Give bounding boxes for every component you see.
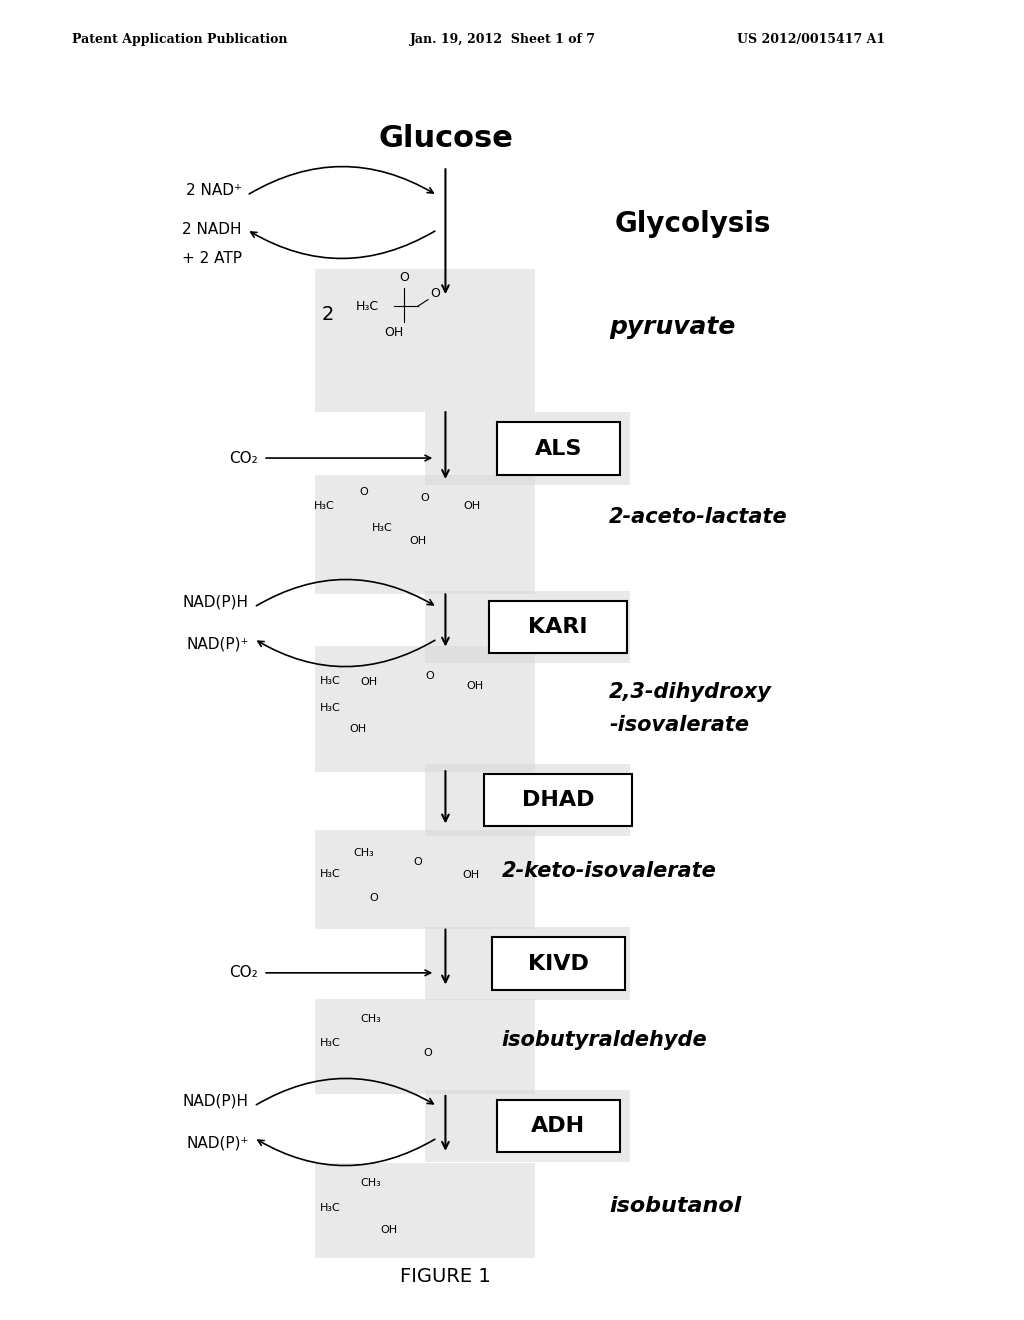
Bar	[484, 774, 633, 826]
Text: O: O	[370, 892, 378, 903]
Text: OH: OH	[360, 677, 378, 688]
Text: O: O	[359, 487, 368, 498]
Text: OH: OH	[463, 870, 480, 880]
Text: CH₃: CH₃	[360, 1014, 381, 1024]
Text: NAD(P)H: NAD(P)H	[183, 594, 249, 610]
Text: H₃C: H₃C	[321, 702, 341, 713]
Text: ALS: ALS	[535, 438, 582, 459]
Text: + 2 ATP: + 2 ATP	[181, 251, 242, 267]
Text: isobutanol: isobutanol	[609, 1196, 741, 1217]
Bar	[425, 590, 630, 663]
Bar	[425, 412, 630, 484]
Text: -isovalerate: -isovalerate	[609, 714, 750, 735]
Bar	[315, 645, 535, 771]
Text: H₃C: H₃C	[355, 300, 379, 313]
Bar	[497, 1100, 620, 1152]
Text: 2: 2	[322, 305, 334, 323]
Text: OH: OH	[464, 500, 481, 511]
Text: OH: OH	[350, 723, 367, 734]
Text: CO₂: CO₂	[229, 450, 258, 466]
Text: 2-keto-isovalerate: 2-keto-isovalerate	[502, 861, 717, 882]
Text: CH₃: CH₃	[353, 847, 374, 858]
Bar	[425, 927, 630, 1001]
Bar	[315, 269, 535, 412]
Text: H₃C: H₃C	[321, 1038, 341, 1048]
Text: 2 NADH: 2 NADH	[182, 222, 242, 238]
Bar	[425, 763, 630, 837]
Text: OH: OH	[410, 536, 427, 546]
Text: O: O	[421, 492, 429, 503]
Text: H₃C: H₃C	[372, 523, 392, 533]
Text: Glycolysis: Glycolysis	[614, 210, 771, 239]
Text: 2-aceto-lactate: 2-aceto-lactate	[609, 507, 787, 528]
Text: H₃C: H₃C	[314, 500, 335, 511]
Bar	[425, 1090, 630, 1163]
Text: 2 NAD⁺: 2 NAD⁺	[185, 182, 242, 198]
Bar	[315, 475, 535, 594]
Bar	[492, 937, 625, 990]
Text: NAD(P)⁺: NAD(P)⁺	[186, 636, 249, 652]
Text: Glucose: Glucose	[378, 124, 513, 153]
Text: O: O	[430, 286, 440, 300]
Text: OH: OH	[385, 326, 403, 339]
Text: O: O	[426, 671, 434, 681]
Text: KARI: KARI	[528, 616, 588, 638]
Text: H₃C: H₃C	[321, 1203, 341, 1213]
Bar	[497, 422, 620, 475]
Text: ADH: ADH	[531, 1115, 585, 1137]
Text: CH₃: CH₃	[360, 1177, 381, 1188]
Text: NAD(P)H: NAD(P)H	[183, 1093, 249, 1109]
Text: NAD(P)⁺: NAD(P)⁺	[186, 1135, 249, 1151]
Bar	[315, 829, 535, 929]
Text: O: O	[399, 271, 410, 284]
Bar	[315, 999, 535, 1094]
Text: OH: OH	[466, 681, 483, 692]
Text: FIGURE 1: FIGURE 1	[400, 1267, 490, 1286]
Text: DHAD: DHAD	[522, 789, 594, 810]
Text: Patent Application Publication: Patent Application Publication	[72, 33, 287, 46]
Bar	[315, 1163, 535, 1258]
Text: isobutyraldehyde: isobutyraldehyde	[502, 1030, 708, 1051]
Bar	[489, 601, 627, 653]
Text: OH: OH	[381, 1225, 397, 1236]
Text: Jan. 19, 2012  Sheet 1 of 7: Jan. 19, 2012 Sheet 1 of 7	[410, 33, 596, 46]
Text: O: O	[424, 1048, 432, 1059]
Text: H₃C: H₃C	[321, 869, 341, 879]
Text: O: O	[414, 857, 422, 867]
Text: KIVD: KIVD	[527, 953, 589, 974]
Text: US 2012/0015417 A1: US 2012/0015417 A1	[737, 33, 886, 46]
Text: 2,3-dihydroxy: 2,3-dihydroxy	[609, 681, 772, 702]
Text: pyruvate: pyruvate	[609, 315, 735, 339]
Text: H₃C: H₃C	[321, 676, 341, 686]
Text: CO₂: CO₂	[229, 965, 258, 981]
